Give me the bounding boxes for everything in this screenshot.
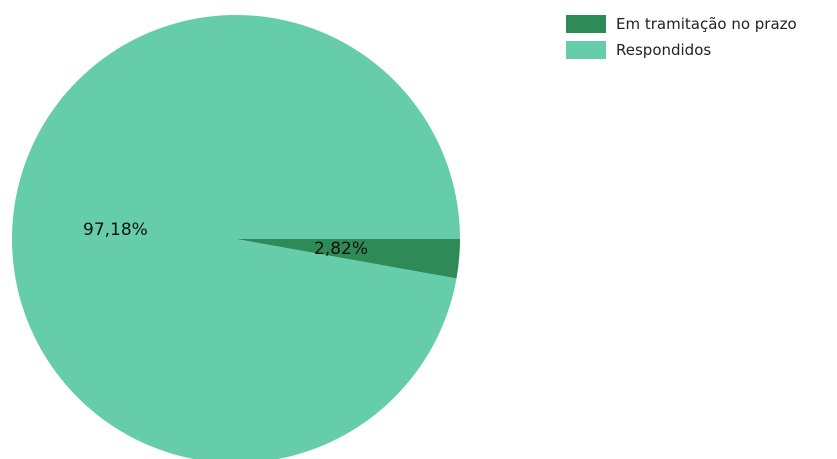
pie-slice-respondidos[interactable]: [12, 15, 460, 459]
pie-data-label-em-tramitacao: 2,82%: [314, 239, 368, 259]
pie-slices: [12, 15, 460, 459]
legend-label-respondidos: Respondidos: [616, 41, 712, 59]
legend-item-em-tramitacao[interactable]: Em tramitação no prazo: [566, 12, 797, 36]
legend-item-respondidos[interactable]: Respondidos: [566, 38, 797, 62]
legend-label-em-tramitacao: Em tramitação no prazo: [616, 15, 797, 33]
legend-swatch-em-tramitacao: [566, 15, 606, 33]
legend-swatch-respondidos: [566, 41, 606, 59]
pie-labels: 2,82% 97,18%: [83, 220, 368, 259]
pie-data-label-respondidos: 97,18%: [83, 220, 148, 240]
pie-slice-em-tramitacao[interactable]: [236, 239, 460, 279]
legend: Em tramitação no prazo Respondidos: [566, 12, 797, 64]
